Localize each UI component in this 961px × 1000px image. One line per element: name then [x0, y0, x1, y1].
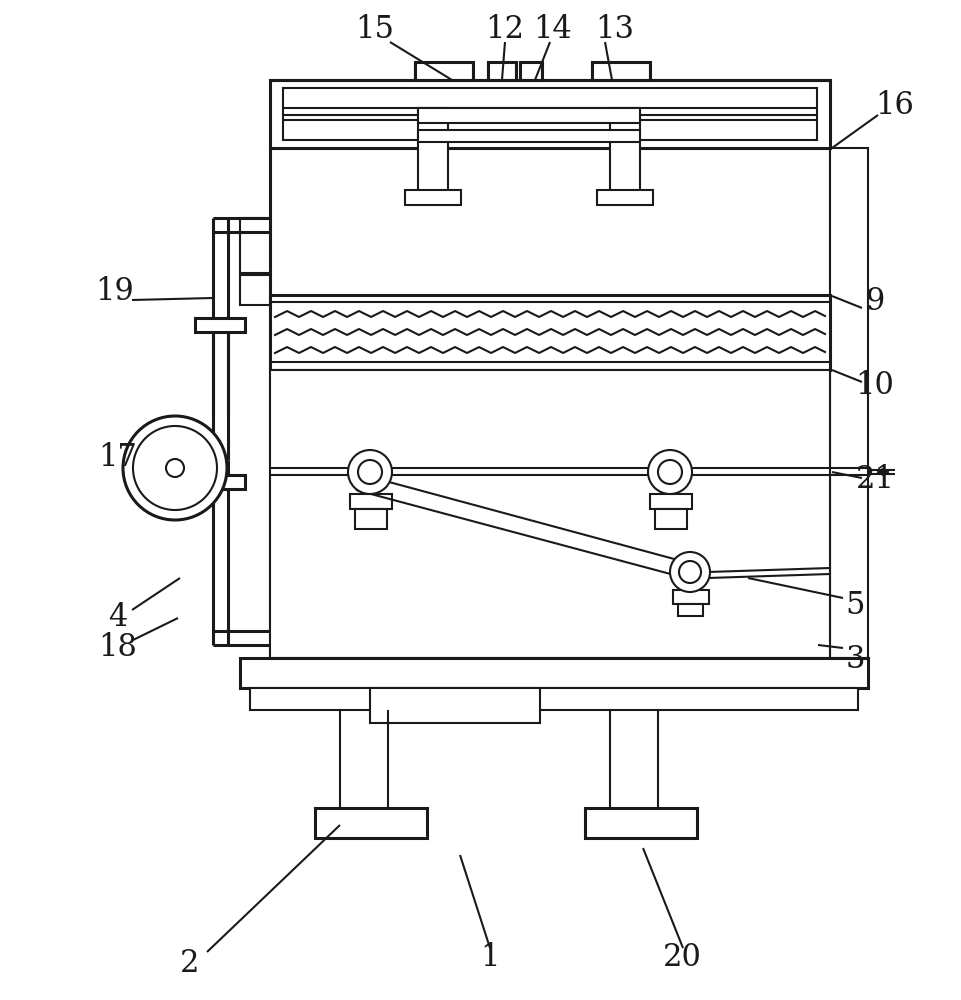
- Text: 3: 3: [845, 645, 864, 676]
- Bar: [414, 62, 473, 80]
- Circle shape: [123, 416, 227, 520]
- Bar: [418, 130, 639, 142]
- Bar: [350, 494, 391, 509]
- Bar: [270, 80, 829, 148]
- Circle shape: [133, 426, 217, 510]
- Bar: [597, 190, 653, 205]
- Bar: [270, 148, 829, 658]
- Text: 16: 16: [875, 90, 914, 120]
- Bar: [239, 218, 270, 273]
- Bar: [405, 190, 460, 205]
- Text: 17: 17: [98, 442, 137, 474]
- Text: 2: 2: [180, 948, 200, 978]
- Bar: [418, 108, 639, 123]
- Bar: [239, 658, 867, 688]
- Bar: [355, 509, 386, 529]
- Text: 21: 21: [854, 464, 894, 495]
- Bar: [195, 318, 245, 332]
- Bar: [314, 808, 427, 838]
- Bar: [673, 590, 708, 604]
- Circle shape: [657, 460, 681, 484]
- Bar: [650, 494, 691, 509]
- Bar: [591, 62, 650, 80]
- Bar: [654, 509, 686, 529]
- Bar: [829, 148, 867, 658]
- Text: 20: 20: [662, 942, 701, 974]
- Text: 13: 13: [595, 14, 634, 45]
- Text: 14: 14: [533, 14, 572, 45]
- Bar: [520, 62, 541, 80]
- Text: 5: 5: [845, 589, 864, 620]
- Text: 1: 1: [480, 942, 499, 974]
- Bar: [270, 295, 829, 370]
- Bar: [239, 275, 270, 305]
- Bar: [270, 370, 829, 658]
- Text: 19: 19: [95, 276, 135, 308]
- Circle shape: [669, 552, 709, 592]
- Text: 15: 15: [356, 14, 394, 45]
- Bar: [584, 808, 697, 838]
- Bar: [283, 88, 816, 140]
- Bar: [195, 475, 245, 489]
- Circle shape: [648, 450, 691, 494]
- Circle shape: [348, 450, 391, 494]
- Circle shape: [166, 459, 184, 477]
- Text: 4: 4: [109, 602, 128, 634]
- Bar: [487, 62, 515, 80]
- Bar: [418, 108, 448, 198]
- Text: 18: 18: [98, 633, 137, 664]
- Bar: [370, 688, 539, 723]
- Circle shape: [357, 460, 382, 484]
- Bar: [250, 688, 857, 710]
- Bar: [678, 604, 702, 616]
- Text: 12: 12: [485, 14, 524, 45]
- Bar: [609, 108, 639, 198]
- Text: 10: 10: [854, 369, 894, 400]
- Circle shape: [678, 561, 701, 583]
- Text: 9: 9: [865, 286, 884, 318]
